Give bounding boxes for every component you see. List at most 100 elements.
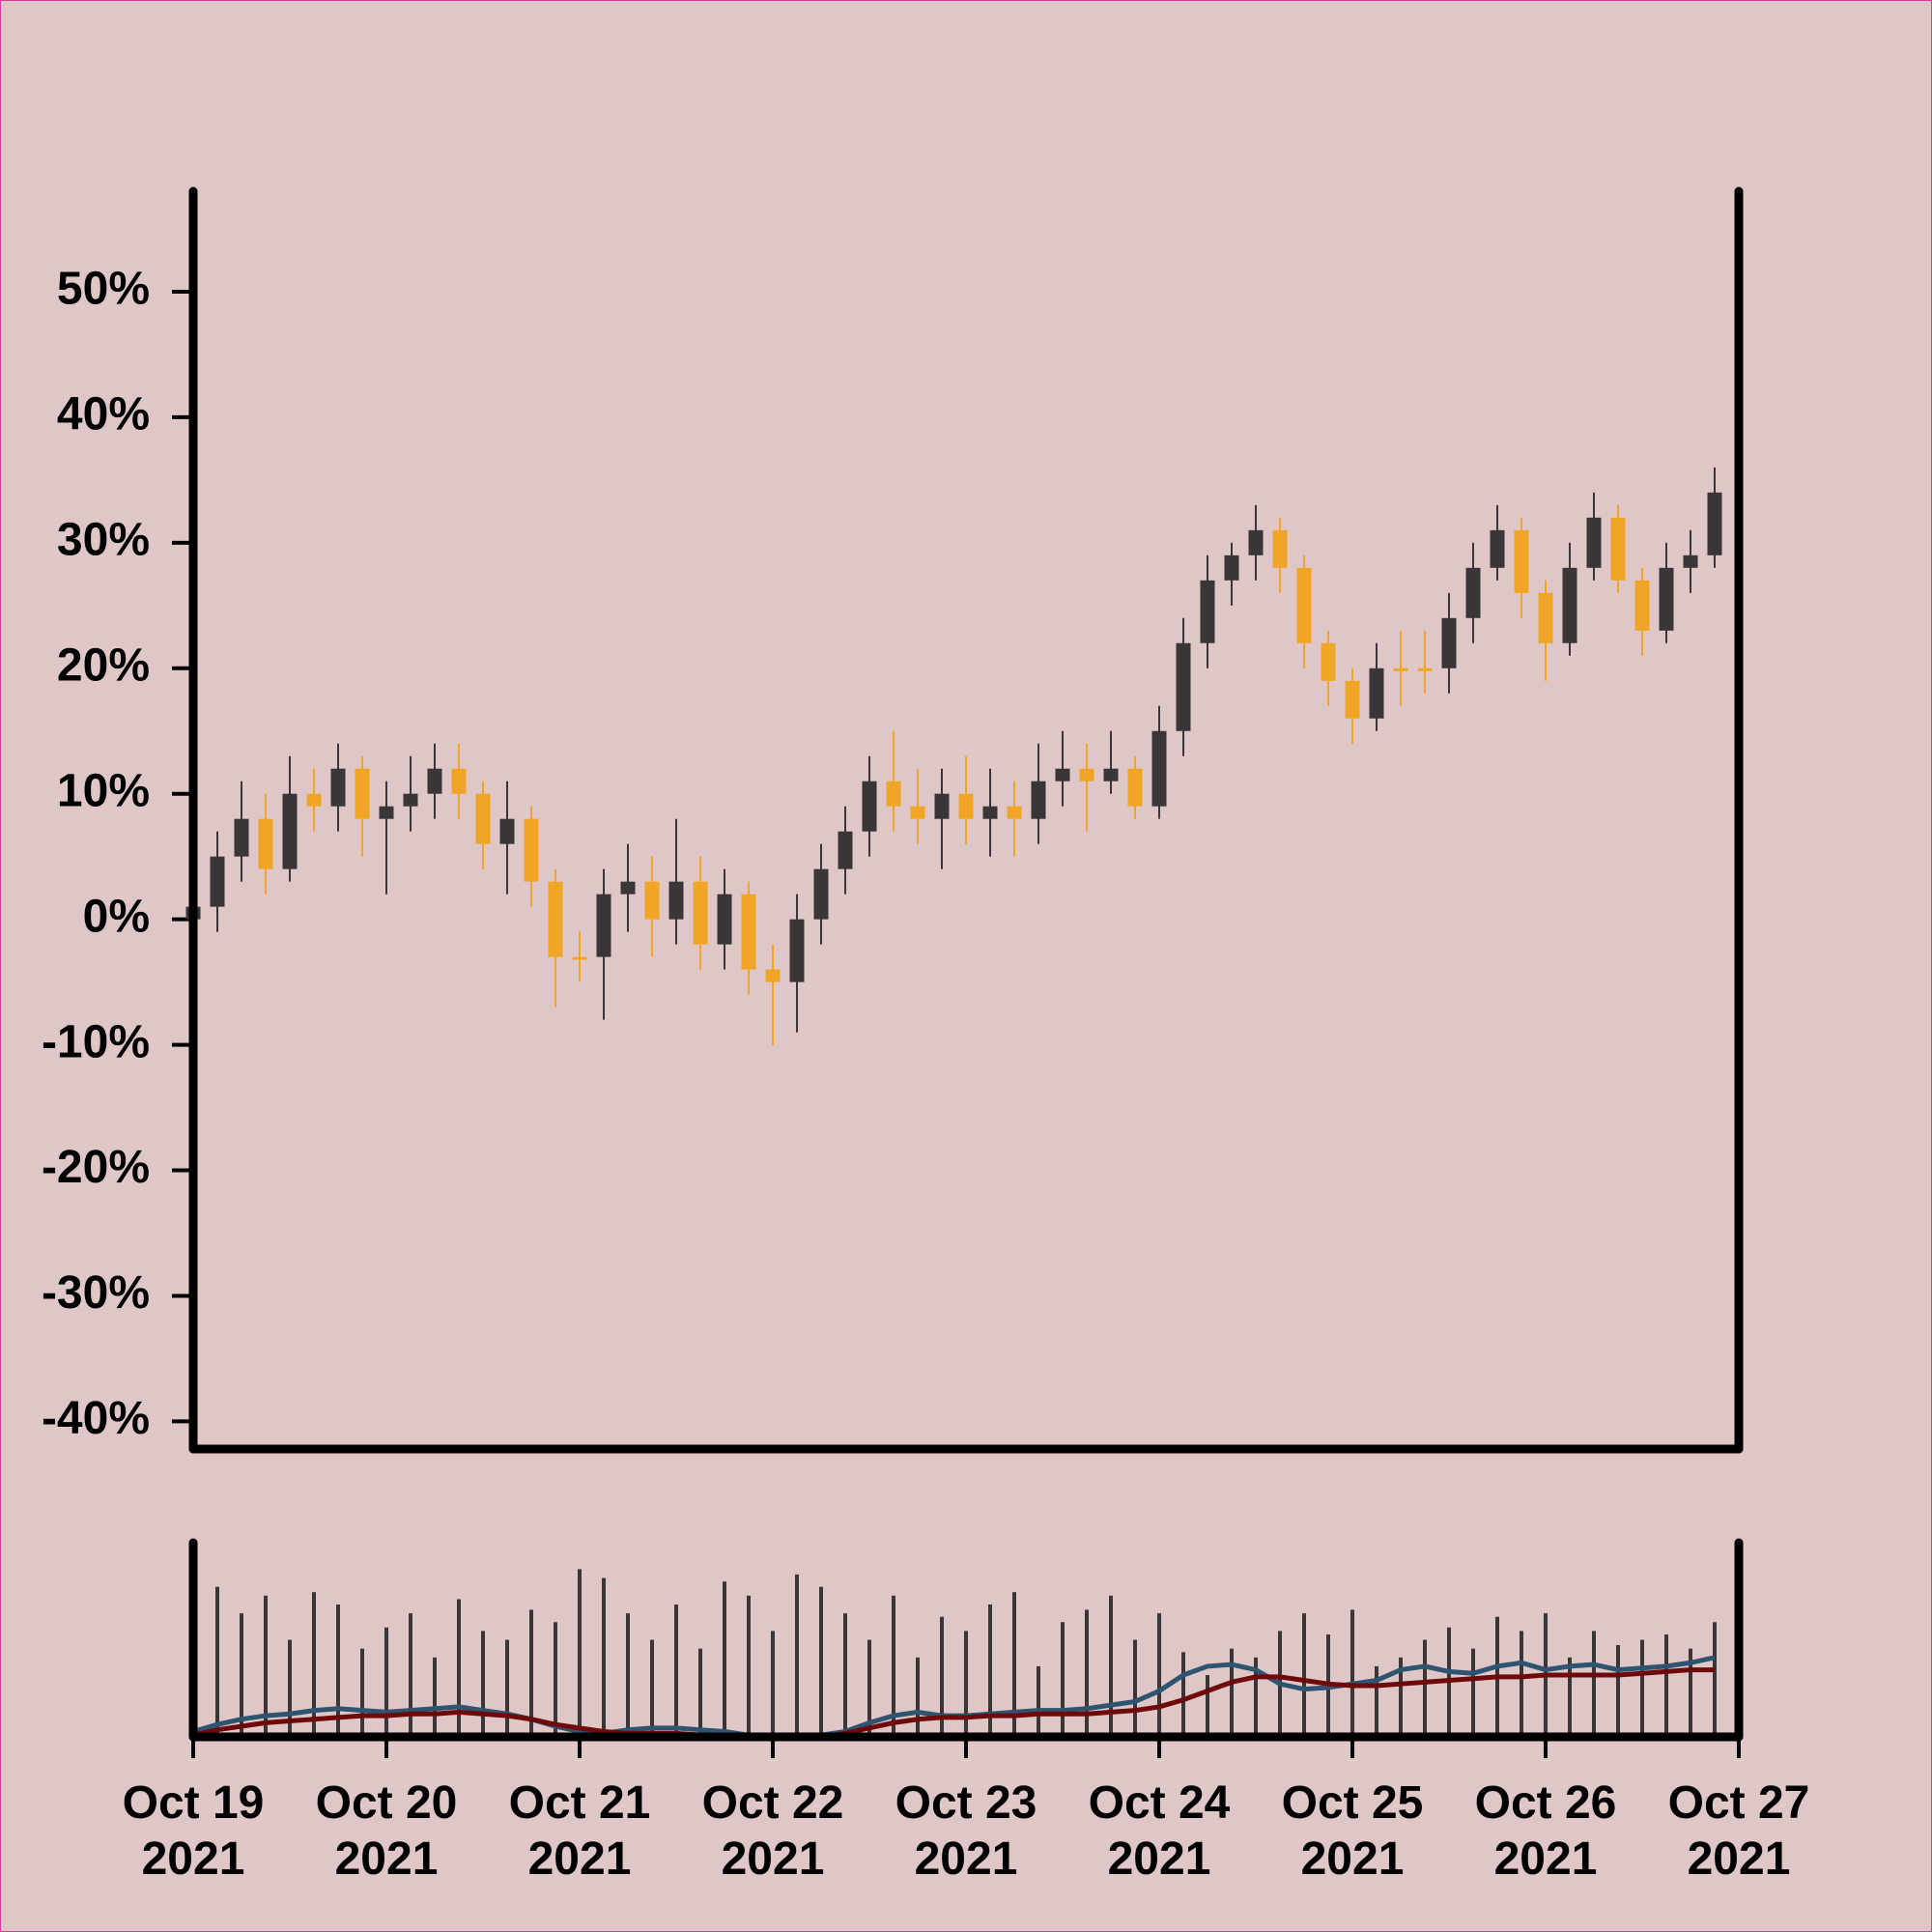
volume-bar [1471, 1648, 1475, 1737]
candle-body [789, 919, 805, 982]
candle-body [717, 894, 732, 945]
candle-body [862, 781, 877, 832]
candle-body [741, 894, 756, 970]
candle-body [1151, 730, 1167, 807]
candle-body [306, 793, 322, 807]
candle-body [1683, 554, 1698, 568]
candle-body [813, 868, 829, 920]
candle-body [982, 806, 998, 819]
candle-body [330, 768, 346, 807]
candle-body [572, 956, 587, 960]
candle-body [1586, 517, 1602, 568]
candle-body [548, 881, 563, 957]
candle-body [403, 793, 418, 807]
candle-body [1562, 567, 1577, 643]
candle-body [1634, 580, 1650, 631]
candle-body [1393, 668, 1408, 671]
volume-bar [481, 1631, 485, 1737]
candle-body [1321, 642, 1336, 681]
candle-body [1007, 806, 1022, 819]
x-tick-label: Oct 20 2021 [315, 1777, 458, 1885]
volume-bar [336, 1604, 340, 1737]
candle-body [1031, 781, 1046, 819]
y-tick-label: -20% [42, 1142, 150, 1193]
candle-body [958, 793, 974, 819]
candle-body [620, 881, 636, 895]
candle-body [1538, 592, 1553, 643]
y-tick-label: 10% [57, 765, 150, 816]
y-tick-label: 20% [57, 639, 150, 691]
candle-body [1369, 668, 1384, 719]
candle-body [451, 768, 467, 794]
volume-bar [1302, 1613, 1306, 1737]
volume-bar [240, 1613, 243, 1737]
volume-bar [698, 1648, 702, 1737]
volume-bar [384, 1627, 388, 1737]
volume-bar [457, 1599, 461, 1737]
candle-body [1659, 567, 1674, 631]
candle-body [427, 768, 442, 794]
volume-bar [867, 1639, 871, 1737]
x-tick-label: Oct 23 2021 [895, 1777, 1037, 1885]
volume-bar [674, 1604, 678, 1737]
volume-bar [1206, 1675, 1209, 1737]
volume-bar [360, 1648, 364, 1737]
volume-bar [1012, 1592, 1016, 1737]
candle-body [379, 806, 394, 819]
volume-bar [795, 1574, 799, 1737]
volume-bar [940, 1616, 944, 1737]
volume-bar [1350, 1609, 1354, 1737]
volume-bar [626, 1613, 630, 1737]
candle-body [1079, 768, 1094, 781]
candle-body [910, 806, 925, 819]
volume-bar [1399, 1657, 1403, 1737]
volume-bar [264, 1595, 268, 1737]
candle-body [499, 818, 515, 844]
moving-average-line [192, 1655, 1716, 1740]
candle-body [475, 793, 491, 844]
x-tick-label: Oct 19 2021 [122, 1777, 265, 1885]
volume-bar [723, 1581, 726, 1737]
candle-body [1296, 567, 1312, 643]
volume-bar [988, 1604, 992, 1737]
candle-body [1465, 567, 1481, 618]
y-tick-label: 30% [57, 515, 150, 566]
candle-body [1200, 580, 1215, 643]
moving-average-line [192, 1667, 1715, 1740]
volume-bar [312, 1592, 316, 1737]
volume-bar [1037, 1665, 1040, 1737]
volume-bar [433, 1657, 437, 1737]
volume-bar [1713, 1622, 1717, 1737]
y-tick-label: 0% [83, 891, 150, 942]
candle-body [1490, 529, 1505, 568]
volume-bar [1616, 1644, 1620, 1737]
candle-body [668, 881, 684, 920]
volume-bar [843, 1613, 847, 1737]
candle-body [1345, 680, 1360, 719]
volume-bar [554, 1622, 557, 1737]
candle-body [934, 793, 950, 819]
candle-body [524, 818, 539, 882]
candle-body [210, 856, 225, 907]
volume-bar [747, 1595, 751, 1737]
candle-body [1127, 768, 1143, 807]
volume-bar [578, 1569, 582, 1737]
volume-bar [529, 1609, 533, 1737]
candle-body [1176, 642, 1191, 731]
candle-body [1417, 668, 1433, 671]
candle-body [1441, 617, 1457, 668]
candle-body [1514, 529, 1529, 593]
volume-bar [1592, 1631, 1596, 1737]
volume-bar [1423, 1639, 1427, 1737]
candle-body [234, 818, 249, 857]
y-tick-label: 50% [57, 264, 150, 315]
volume-bar [1520, 1631, 1523, 1737]
candle-body [693, 881, 708, 945]
volume-bar [1254, 1657, 1258, 1737]
candle-body [1610, 517, 1626, 581]
volume-bar [650, 1639, 654, 1737]
volume-bar [916, 1657, 920, 1737]
volume-bar [1230, 1648, 1234, 1737]
x-tick-label: Oct 22 2021 [701, 1777, 844, 1885]
